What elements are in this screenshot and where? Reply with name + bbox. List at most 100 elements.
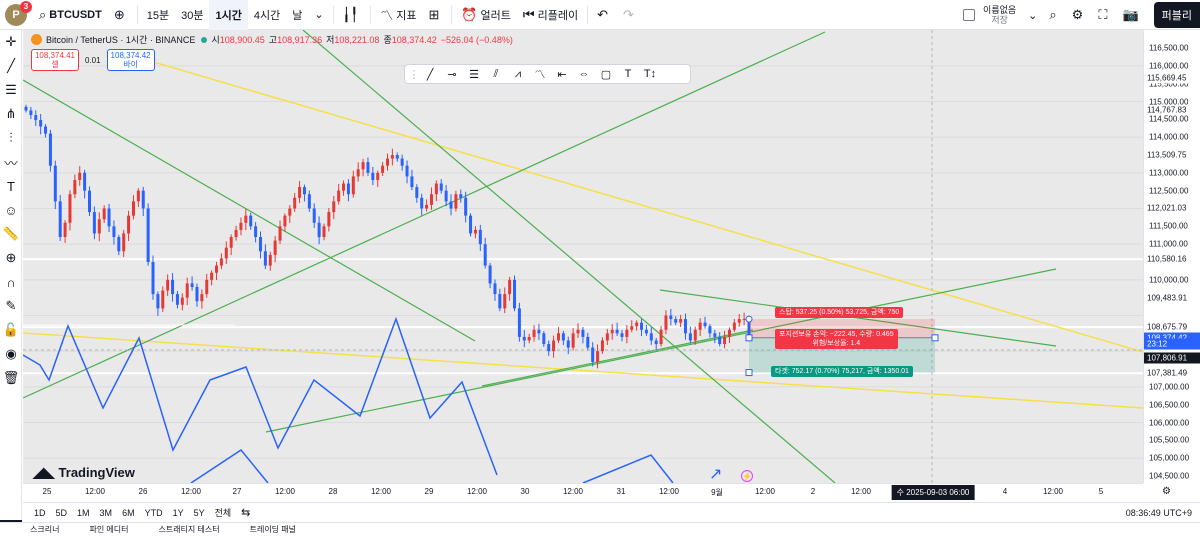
tab-pine-editor[interactable]: 파인 에디터 (89, 525, 129, 534)
replay-button[interactable]: ⏮ 리플레이 (517, 0, 584, 30)
range-1y[interactable]: 1Y (172, 507, 184, 518)
tab-strategy-tester[interactable]: 스트래티지 테스터 (158, 525, 220, 534)
time-axis[interactable]: 25 12:00 26 12:00 27 12:00 28 12:00 29 12:00 30 12:… (23, 483, 1143, 501)
range-all[interactable]: 전체 (214, 508, 232, 518)
candle-body (478, 229, 482, 245)
magnet-icon[interactable]: ∩ (6, 274, 16, 290)
zoom-icon[interactable]: ⊕ (5, 250, 17, 265)
indicators-button[interactable]: 〽 지표 (374, 0, 422, 30)
emoji-icon[interactable]: ☺ (4, 202, 18, 218)
candle-body (434, 183, 438, 195)
abcd-pattern-icon[interactable]: 〽 (534, 69, 546, 81)
price-tick: 106,500.00 (1149, 400, 1190, 410)
candle-body (312, 208, 316, 223)
buy-button[interactable]: 108,374.42 바이 (106, 49, 155, 71)
interval-15m[interactable]: 15분 (146, 9, 170, 22)
divider (587, 5, 589, 24)
candle-body (718, 336, 722, 345)
snapshot-button[interactable]: 📷 (1116, 0, 1147, 30)
candle-body (459, 194, 463, 198)
text-size-icon[interactable]: T↕ (643, 68, 657, 80)
horizontal-lines-icon[interactable]: ☰ (5, 82, 17, 97)
position-pnl-label[interactable]: 포지션보유 손익: −222.45, 수량: 0.465 위험/보상율: 1.4 (775, 329, 898, 349)
pattern-icon[interactable]: 〰 (4, 155, 18, 171)
range-1d[interactable]: 1D (34, 507, 46, 518)
candle-body (586, 336, 590, 348)
event-lightning-icon[interactable]: ⚡ (741, 470, 753, 482)
symbol-search-button[interactable]: ⌕ BTCUSDT (33, 0, 108, 30)
interval-dropdown[interactable]: ⌄ (308, 0, 329, 30)
candle-body (640, 322, 644, 330)
tab-trading-panel[interactable]: 트레이딩 패널 (249, 525, 296, 534)
drag-handle-icon[interactable]: ⋮ (408, 68, 420, 81)
gann-icon[interactable]: ⫽ (493, 67, 499, 80)
divider (332, 5, 334, 24)
templates-button[interactable]: ⊞ (422, 0, 448, 30)
range-3m[interactable]: 3M (99, 507, 113, 518)
candle-body (327, 212, 331, 227)
horizontal-ray-icon[interactable]: ⊸ (447, 68, 457, 81)
price-label: 108,675.79 (1144, 321, 1200, 333)
lock-drawing-icon[interactable]: ✎ (5, 298, 17, 313)
candle-body (596, 351, 600, 362)
lock-icon[interactable]: 🔓 (2, 322, 20, 337)
eye-icon[interactable]: ◉ (5, 346, 17, 361)
tradingview-watermark[interactable]: ◢◣ TradingView (33, 464, 135, 481)
bitcoin-icon (31, 34, 42, 45)
trash-icon[interactable]: 🗑 (2, 370, 20, 385)
axis-settings-button[interactable]: ⚙ (1162, 486, 1171, 497)
alert-button[interactable]: ⏰ 얼러트 (455, 0, 517, 30)
text-icon[interactable]: T (624, 68, 632, 80)
interval-day[interactable]: 날 (292, 9, 303, 22)
time-tick: 30 (520, 487, 530, 496)
fib-icon[interactable]: ⫶ (9, 130, 13, 145)
fib-retracement-icon[interactable]: ☰ (469, 68, 479, 81)
take-profit-label[interactable]: 타겟: 752.17 (0.70%) 75,217, 금액: 1350.01 (771, 366, 913, 377)
range-5d[interactable]: 5D (55, 507, 68, 518)
interval-1h[interactable]: 1시간 (209, 0, 248, 30)
stop-loss-label[interactable]: 스탑: 537.25 (0.50%) 53,725, 금액: 750 (775, 307, 904, 318)
user-avatar[interactable]: P 3 (5, 0, 32, 26)
trendline-icon[interactable]: ╱ (7, 58, 15, 73)
range-5y[interactable]: 5Y (193, 507, 205, 518)
tab-screener[interactable]: 스크리너 (30, 525, 60, 534)
fullscreen-button[interactable]: ⛶ (1092, 0, 1116, 30)
chart-canvas[interactable] (23, 30, 1143, 483)
price-range-icon[interactable]: ⇔ (578, 68, 590, 80)
quick-search-button[interactable]: ⌕ (1043, 0, 1065, 30)
publish-button[interactable]: 퍼블리 (1153, 2, 1200, 28)
layout-dropdown[interactable]: ⌄ (1022, 0, 1043, 30)
scroll-to-realtime-button[interactable]: ↗ (709, 466, 723, 483)
sell-button[interactable]: 108,374.41 셀 (31, 49, 79, 71)
rectangle-icon[interactable]: ▢ (600, 68, 612, 81)
settings-button[interactable]: ⚙ (1066, 0, 1093, 30)
symbol-legend[interactable]: Bitcoin / TetherUS · 1시간 · BINANCE 시 108,… (31, 33, 513, 46)
range-ytd[interactable]: YTD (144, 507, 163, 518)
range-6m[interactable]: 6M (122, 507, 135, 518)
text-icon[interactable]: T (7, 178, 15, 194)
long-position-icon[interactable]: ⇤ (557, 68, 567, 81)
interval-30m[interactable]: 30분 (181, 9, 204, 22)
candle-body (371, 172, 375, 180)
clock[interactable]: 08:36:49 UTC+9 (1126, 503, 1192, 523)
crosshair-icon[interactable]: ✛ (5, 34, 17, 49)
undo-button[interactable]: ↶ (591, 0, 617, 30)
range-1m[interactable]: 1M (77, 507, 90, 518)
chart-pane[interactable]: Bitcoin / TetherUS · 1시간 · BINANCE 시 108,… (23, 30, 1143, 483)
pitchfork-icon[interactable]: ⋔ (5, 106, 17, 121)
layout-checkbox[interactable] (963, 9, 976, 21)
change-value: −526.04 (−0.48%) (440, 34, 513, 45)
price-axis[interactable]: 116,500.00 116,000.00 115,500.00 115,000.00… (1143, 30, 1200, 483)
trendline-icon[interactable]: ╱ (426, 68, 434, 81)
date-range-icon[interactable]: ⇆ (241, 507, 251, 519)
indicators-label: 지표 (396, 9, 417, 22)
interval-4h[interactable]: 4시간 (253, 9, 281, 22)
candle-body (44, 126, 48, 134)
chart-type-button[interactable]: ╽╿ (337, 0, 368, 30)
ruler-icon[interactable]: 📏 (2, 226, 20, 241)
xabcd-pattern-icon[interactable]: ⩘ (514, 67, 522, 80)
redo-button[interactable]: ↷ (617, 0, 643, 30)
time-tick: 29 (424, 487, 434, 496)
compare-button[interactable]: ⊕ (108, 0, 134, 30)
layout-name[interactable]: 이름없음 저장 (983, 5, 1016, 25)
